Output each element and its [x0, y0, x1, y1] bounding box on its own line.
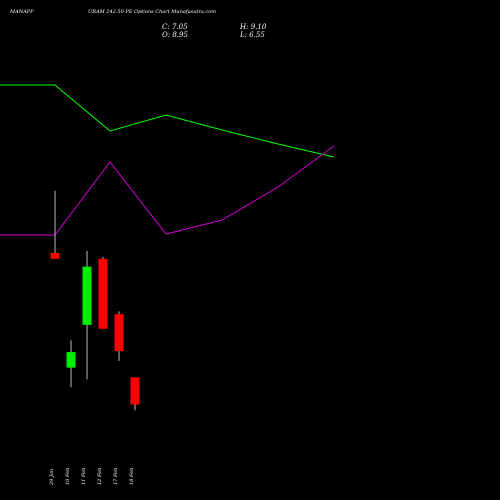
- close-readout: C: 7.05: [162, 23, 188, 31]
- candle: [130, 377, 140, 411]
- candle: [66, 340, 76, 388]
- candle: [98, 256, 108, 329]
- candle-body: [50, 252, 60, 259]
- date-label: 29 Jan: [49, 469, 55, 486]
- candle: [50, 190, 60, 259]
- header-title: URAM 242.50 PE Options Chart Munafasutra…: [88, 9, 216, 15]
- indicator-lines: [0, 84, 335, 236]
- high-readout: H: 9.10: [240, 23, 267, 31]
- candles: [50, 190, 140, 411]
- date-label: 11 Feb: [81, 468, 87, 485]
- candle-body: [66, 352, 76, 368]
- candle-body: [82, 266, 92, 325]
- low-readout: L: 6.55: [240, 31, 265, 39]
- header-symbol: MANAPP: [10, 9, 34, 15]
- magenta-indicator-line: [0, 145, 335, 236]
- candle-body: [98, 258, 108, 329]
- candle: [82, 251, 92, 380]
- date-label: 12 Feb: [97, 468, 103, 485]
- date-label: 17 Feb: [113, 468, 119, 485]
- date-labels: 29 Jan 10 Feb 11 Feb 12 Feb 17 Feb 18 Feb: [49, 468, 135, 486]
- open-readout: O: 8.95: [162, 31, 188, 39]
- candle-body: [130, 377, 140, 405]
- date-label: 18 Feb: [129, 468, 135, 485]
- candle-body: [114, 314, 124, 352]
- green-indicator-line: [0, 84, 335, 158]
- candle: [114, 311, 124, 361]
- date-label: 10 Feb: [65, 468, 71, 485]
